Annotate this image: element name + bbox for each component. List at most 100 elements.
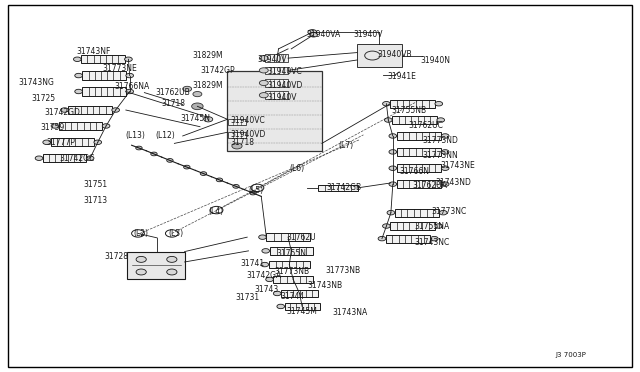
Text: 31762U: 31762U bbox=[287, 232, 316, 242]
Text: 31713: 31713 bbox=[84, 196, 108, 205]
Text: 31940VD: 31940VD bbox=[268, 81, 303, 90]
Circle shape bbox=[383, 102, 390, 106]
FancyBboxPatch shape bbox=[266, 234, 310, 241]
FancyBboxPatch shape bbox=[83, 87, 126, 96]
Text: 31741: 31741 bbox=[240, 259, 264, 267]
Text: 31743NF: 31743NF bbox=[76, 47, 111, 56]
Text: 31742GC: 31742GC bbox=[60, 154, 95, 163]
Circle shape bbox=[259, 235, 266, 239]
Circle shape bbox=[136, 146, 142, 150]
FancyBboxPatch shape bbox=[392, 116, 437, 124]
FancyBboxPatch shape bbox=[81, 55, 125, 63]
Circle shape bbox=[387, 211, 395, 215]
Circle shape bbox=[51, 124, 59, 128]
FancyBboxPatch shape bbox=[127, 251, 184, 279]
Circle shape bbox=[75, 89, 83, 94]
FancyBboxPatch shape bbox=[285, 303, 320, 310]
Circle shape bbox=[435, 224, 443, 228]
FancyBboxPatch shape bbox=[269, 261, 310, 268]
FancyBboxPatch shape bbox=[273, 276, 313, 283]
Text: 31745N: 31745N bbox=[180, 114, 211, 123]
Text: 31725: 31725 bbox=[31, 94, 56, 103]
Circle shape bbox=[126, 89, 134, 94]
Circle shape bbox=[440, 211, 447, 215]
Circle shape bbox=[389, 182, 397, 186]
Circle shape bbox=[167, 158, 173, 162]
Text: 31940V: 31940V bbox=[268, 93, 297, 102]
Circle shape bbox=[273, 291, 281, 296]
FancyBboxPatch shape bbox=[266, 92, 288, 99]
Circle shape bbox=[75, 73, 83, 78]
Text: 31755NB: 31755NB bbox=[392, 106, 427, 115]
Circle shape bbox=[437, 118, 445, 122]
FancyBboxPatch shape bbox=[318, 185, 358, 191]
Circle shape bbox=[261, 262, 269, 267]
Text: 31731: 31731 bbox=[236, 294, 260, 302]
Circle shape bbox=[184, 165, 190, 169]
Text: (L6): (L6) bbox=[289, 164, 305, 173]
Text: 31743: 31743 bbox=[255, 285, 279, 294]
FancyBboxPatch shape bbox=[266, 67, 288, 74]
FancyBboxPatch shape bbox=[357, 44, 402, 67]
Circle shape bbox=[442, 166, 449, 170]
FancyBboxPatch shape bbox=[390, 100, 435, 108]
Text: 31743ND: 31743ND bbox=[435, 178, 471, 187]
Circle shape bbox=[385, 118, 392, 122]
Circle shape bbox=[167, 269, 177, 275]
Circle shape bbox=[167, 256, 177, 262]
Circle shape bbox=[277, 304, 285, 309]
FancyBboxPatch shape bbox=[227, 71, 322, 151]
FancyBboxPatch shape bbox=[228, 132, 246, 138]
Text: 31773NC: 31773NC bbox=[432, 207, 467, 216]
FancyBboxPatch shape bbox=[266, 54, 288, 62]
Text: 31773NE: 31773NE bbox=[103, 64, 138, 73]
Circle shape bbox=[200, 172, 207, 176]
Text: 31718: 31718 bbox=[230, 138, 255, 147]
Text: 31773NB: 31773NB bbox=[325, 266, 360, 275]
Circle shape bbox=[250, 191, 256, 195]
Text: 31829M: 31829M bbox=[192, 51, 223, 60]
Text: 31766N: 31766N bbox=[400, 167, 430, 176]
Circle shape bbox=[442, 182, 449, 186]
Text: 31755NA: 31755NA bbox=[415, 222, 450, 231]
Circle shape bbox=[389, 166, 397, 170]
Text: 31773ND: 31773ND bbox=[422, 136, 458, 145]
Text: 31743NA: 31743NA bbox=[333, 308, 368, 317]
Text: 31940VC: 31940VC bbox=[230, 116, 266, 125]
Circle shape bbox=[308, 30, 317, 35]
Circle shape bbox=[136, 256, 147, 262]
FancyBboxPatch shape bbox=[397, 132, 442, 140]
FancyBboxPatch shape bbox=[397, 148, 442, 156]
Text: 31718: 31718 bbox=[162, 99, 186, 108]
Text: 31742GA: 31742GA bbox=[246, 271, 282, 280]
Circle shape bbox=[112, 108, 120, 112]
Text: 31940V: 31940V bbox=[353, 30, 383, 39]
FancyBboxPatch shape bbox=[43, 154, 86, 162]
Text: 31829M: 31829M bbox=[192, 81, 223, 90]
Circle shape bbox=[151, 152, 157, 156]
Text: 31743NG: 31743NG bbox=[19, 78, 54, 87]
Text: 31755N: 31755N bbox=[276, 249, 307, 258]
Text: (L3): (L3) bbox=[168, 229, 183, 238]
Text: 31941E: 31941E bbox=[388, 72, 417, 81]
Circle shape bbox=[431, 236, 438, 241]
Text: 31773NB: 31773NB bbox=[274, 267, 309, 276]
FancyBboxPatch shape bbox=[390, 222, 435, 230]
Text: 31728: 31728 bbox=[104, 252, 128, 261]
Circle shape bbox=[378, 236, 386, 241]
FancyBboxPatch shape bbox=[397, 180, 442, 188]
Text: (L7): (L7) bbox=[338, 141, 353, 151]
Text: (L2): (L2) bbox=[134, 229, 148, 238]
Text: 31742GD: 31742GD bbox=[44, 108, 80, 117]
FancyBboxPatch shape bbox=[397, 164, 442, 172]
Circle shape bbox=[259, 55, 268, 61]
Circle shape bbox=[204, 117, 212, 122]
Text: 31743NC: 31743NC bbox=[415, 238, 450, 247]
Text: 31762UC: 31762UC bbox=[408, 122, 443, 131]
Circle shape bbox=[125, 57, 132, 61]
Text: 31773NN: 31773NN bbox=[422, 151, 458, 160]
Circle shape bbox=[182, 86, 191, 92]
Text: J3 7003P: J3 7003P bbox=[555, 352, 586, 357]
Circle shape bbox=[259, 80, 268, 86]
Circle shape bbox=[310, 33, 317, 37]
